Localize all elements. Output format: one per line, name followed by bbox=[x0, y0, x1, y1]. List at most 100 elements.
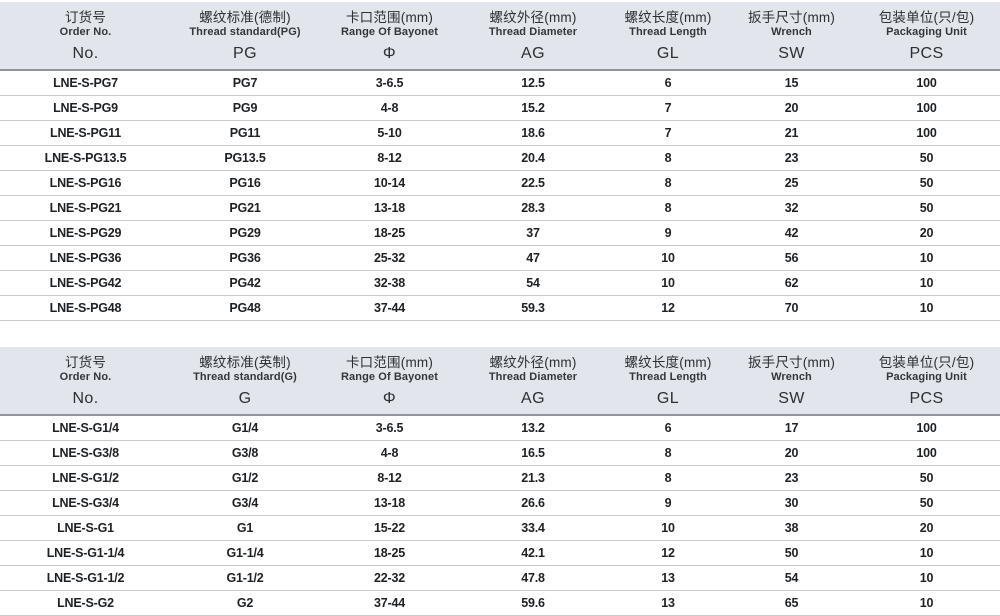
column-code: SW bbox=[778, 390, 805, 407]
column-label-cn: 螺纹长度(mm) bbox=[624, 355, 712, 370]
cell-wrench-size: 17 bbox=[730, 415, 853, 441]
column-code: AG bbox=[521, 390, 545, 407]
cell-packaging-unit: 10 bbox=[853, 565, 1000, 591]
cell-packaging-unit: 10 bbox=[853, 270, 1000, 296]
header-row: 订货号 Order No. No. 螺纹标准(德制) Thread standard(P… bbox=[0, 2, 1000, 71]
cell-thread-standard: PG42 bbox=[171, 270, 319, 296]
cell-wrench-size: 21 bbox=[730, 120, 853, 146]
cell-thread-diameter: 47 bbox=[460, 245, 606, 271]
column-label-en: Range Of Bayonet bbox=[341, 26, 438, 38]
cell-packaging-unit: 50 bbox=[853, 465, 1000, 491]
cell-thread-diameter: 42.1 bbox=[460, 540, 606, 566]
table-row: LNE-S-G1-1/4 G1-1/4 18-25 42.1 12 50 10 bbox=[0, 540, 1000, 566]
cell-thread-length: 6 bbox=[606, 415, 730, 441]
table-row: LNE-S-PG7 PG7 3-6.5 12.5 6 15 100 bbox=[0, 70, 1000, 96]
cell-thread-length: 10 bbox=[606, 515, 730, 541]
cell-bayonet-range: 8-12 bbox=[319, 465, 460, 491]
cell-thread-diameter: 15.2 bbox=[460, 95, 606, 121]
cell-order-no: LNE-S-G3/4 bbox=[0, 490, 171, 516]
cell-packaging-unit: 50 bbox=[853, 490, 1000, 516]
column-label-cn: 扳手尺寸(mm) bbox=[747, 355, 836, 370]
table-row: LNE-S-G3/4 G3/4 13-18 26.6 9 30 50 bbox=[0, 490, 1000, 516]
column-code: PG bbox=[233, 45, 257, 62]
cell-thread-standard: PG13.5 bbox=[171, 145, 319, 171]
table-row: LNE-S-PG48 PG48 37-44 59.3 12 70 10 bbox=[0, 295, 1000, 321]
cell-order-no: LNE-S-PG48 bbox=[0, 295, 171, 321]
column-label-cn: 螺纹外径(mm) bbox=[489, 355, 577, 370]
cell-wrench-size: 20 bbox=[730, 95, 853, 121]
cell-bayonet-range: 37-44 bbox=[319, 295, 460, 321]
column-code: No. bbox=[72, 390, 99, 407]
cell-thread-diameter: 21.3 bbox=[460, 465, 606, 491]
cell-thread-standard: G1-1/4 bbox=[171, 540, 319, 566]
cell-thread-standard: PG21 bbox=[171, 195, 319, 221]
cell-wrench-size: 30 bbox=[730, 490, 853, 516]
cell-wrench-size: 23 bbox=[730, 145, 853, 171]
cell-bayonet-range: 37-44 bbox=[319, 590, 460, 616]
cell-thread-standard: PG36 bbox=[171, 245, 319, 271]
cell-thread-length: 8 bbox=[606, 440, 730, 466]
cell-thread-standard: G2 bbox=[171, 590, 319, 616]
cell-packaging-unit: 10 bbox=[853, 295, 1000, 321]
column-code: PCS bbox=[909, 390, 944, 407]
column-header-packaging-unit: 包装单位(只/包) Packaging Unit PCS bbox=[853, 2, 1000, 71]
cell-thread-length: 8 bbox=[606, 465, 730, 491]
column-label-cn: 螺纹外径(mm) bbox=[489, 10, 577, 25]
table-row: LNE-S-G1-1/2 G1-1/2 22-32 47.8 13 54 10 bbox=[0, 565, 1000, 591]
column-label-en: Thread Length bbox=[629, 371, 707, 383]
column-label-cn: 订货号 bbox=[64, 10, 107, 25]
cell-order-no: LNE-S-G1-1/2 bbox=[0, 565, 171, 591]
table-row: LNE-S-G1 G1 15-22 33.4 10 38 20 bbox=[0, 515, 1000, 541]
column-code: PCS bbox=[909, 45, 944, 62]
cell-thread-standard: PG7 bbox=[171, 70, 319, 96]
cell-packaging-unit: 100 bbox=[853, 95, 1000, 121]
table-row: LNE-S-PG13.5 PG13.5 8-12 20.4 8 23 50 bbox=[0, 145, 1000, 171]
cell-thread-standard: PG48 bbox=[171, 295, 319, 321]
column-code: GL bbox=[656, 45, 680, 62]
column-header-thread-diameter: 螺纹外径(mm) Thread Diameter AG bbox=[460, 2, 606, 71]
table-row: LNE-S-PG16 PG16 10-14 22.5 8 25 50 bbox=[0, 170, 1000, 196]
cell-packaging-unit: 20 bbox=[853, 220, 1000, 246]
cell-wrench-size: 54 bbox=[730, 565, 853, 591]
cell-thread-diameter: 54 bbox=[460, 270, 606, 296]
cell-wrench-size: 56 bbox=[730, 245, 853, 271]
table-row: LNE-S-G1/4 G1/4 3-6.5 13.2 6 17 100 bbox=[0, 415, 1000, 441]
column-label-cn: 卡口范围(mm) bbox=[345, 355, 434, 370]
column-label-en: Packaging Unit bbox=[886, 26, 967, 38]
cell-packaging-unit: 50 bbox=[853, 170, 1000, 196]
cell-bayonet-range: 4-8 bbox=[319, 440, 460, 466]
cell-packaging-unit: 10 bbox=[853, 245, 1000, 271]
column-label-en: Wrench bbox=[771, 371, 812, 383]
cell-packaging-unit: 50 bbox=[853, 195, 1000, 221]
cell-packaging-unit: 10 bbox=[853, 540, 1000, 566]
cell-wrench-size: 42 bbox=[730, 220, 853, 246]
cell-wrench-size: 23 bbox=[730, 465, 853, 491]
cell-order-no: LNE-S-G1/2 bbox=[0, 465, 171, 491]
cell-thread-standard: G1-1/2 bbox=[171, 565, 319, 591]
column-code: No. bbox=[72, 45, 99, 62]
column-label-en: Range Of Bayonet bbox=[341, 371, 438, 383]
column-label-cn: 订货号 bbox=[64, 355, 107, 370]
column-label-en: Thread Diameter bbox=[488, 26, 578, 38]
column-header-bayonet-range: 卡口范围(mm) Range Of Bayonet Φ bbox=[319, 2, 460, 71]
cell-thread-diameter: 18.6 bbox=[460, 120, 606, 146]
cell-packaging-unit: 100 bbox=[853, 120, 1000, 146]
cell-thread-length: 10 bbox=[606, 270, 730, 296]
column-label-en: Order No. bbox=[59, 371, 112, 383]
column-label-cn: 螺纹标准(英制) bbox=[199, 355, 291, 370]
cell-order-no: LNE-S-PG7 bbox=[0, 70, 171, 96]
cell-order-no: LNE-S-PG29 bbox=[0, 220, 171, 246]
pg-thread-spec-table: 订货号 Order No. No. 螺纹标准(德制) Thread standard(P… bbox=[0, 2, 1000, 321]
column-label-en: Thread Diameter bbox=[488, 371, 578, 383]
column-header-thread-diameter: 螺纹外径(mm) Thread Diameter AG bbox=[460, 347, 606, 416]
column-code: G bbox=[238, 390, 252, 407]
cell-thread-diameter: 47.8 bbox=[460, 565, 606, 591]
column-code: AG bbox=[521, 45, 545, 62]
column-header-bayonet-range: 卡口范围(mm) Range Of Bayonet Φ bbox=[319, 347, 460, 416]
cell-wrench-size: 62 bbox=[730, 270, 853, 296]
cell-order-no: LNE-S-PG9 bbox=[0, 95, 171, 121]
table-row: LNE-S-PG36 PG36 25-32 47 10 56 10 bbox=[0, 245, 1000, 271]
table-row: LNE-S-G2 G2 37-44 59.6 13 65 10 bbox=[0, 590, 1000, 616]
column-label-en: Wrench bbox=[771, 26, 812, 38]
cell-order-no: LNE-S-G1 bbox=[0, 515, 171, 541]
